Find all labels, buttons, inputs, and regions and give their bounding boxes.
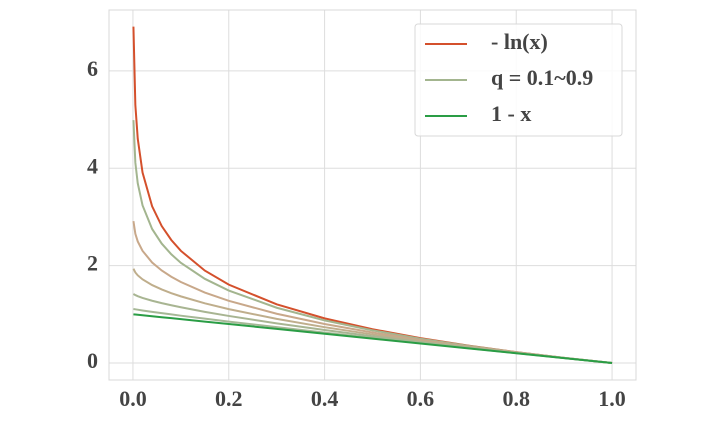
series-line (132, 120, 613, 364)
x-tick-label: 0.4 (311, 386, 339, 411)
x-tick-label: 0.2 (215, 386, 243, 411)
series-line (132, 268, 613, 364)
legend-box (414, 23, 623, 137)
series-line (133, 313, 613, 364)
y-tick-label: 2 (87, 251, 98, 276)
x-tick-label: 1.0 (598, 386, 626, 411)
legend: - ln(x) q = 0.1~0.9 1 - x (414, 23, 623, 137)
plot-frame (108, 9, 637, 381)
x-tick-label: 0.8 (502, 386, 530, 411)
y-tick-label: 4 (87, 153, 98, 178)
lines (132, 26, 613, 364)
legend-label: - ln(x) (491, 29, 548, 54)
series-line (132, 220, 613, 364)
x-tick-label: 0.0 (119, 386, 147, 411)
legend-label: q = 0.1~0.9 (491, 65, 593, 90)
y-tick-label: 6 (87, 56, 98, 81)
legend-label: 1 - x (491, 101, 531, 126)
x-tick-label: 0.6 (407, 386, 435, 411)
y-tick-label: 0 (87, 348, 98, 373)
